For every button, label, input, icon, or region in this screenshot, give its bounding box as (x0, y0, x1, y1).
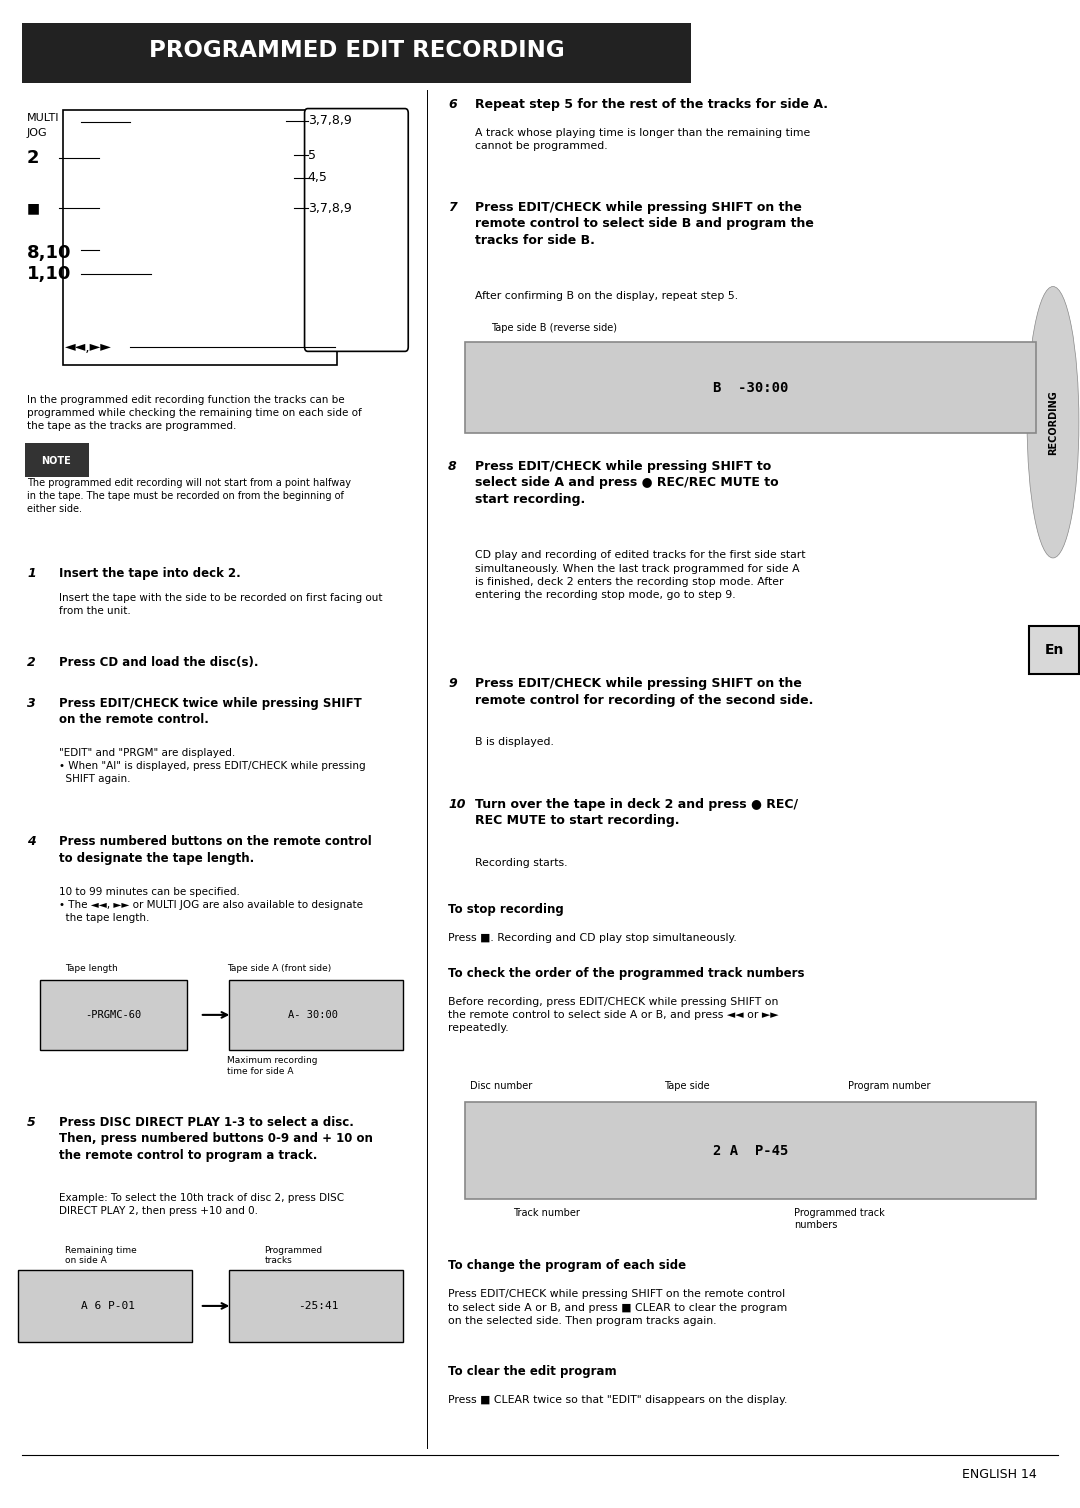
Text: ◄◄,►►: ◄◄,►► (65, 339, 111, 354)
Text: Programmed
tracks: Programmed tracks (265, 1246, 323, 1265)
Text: The programmed edit recording will not start from a point halfway
in the tape. T: The programmed edit recording will not s… (27, 478, 351, 514)
Text: Programmed track
numbers: Programmed track numbers (794, 1208, 885, 1231)
FancyBboxPatch shape (1029, 626, 1079, 674)
Text: "EDIT" and "PRGM" are displayed.
• When "AI" is displayed, press EDIT/CHECK whil: "EDIT" and "PRGM" are displayed. • When … (59, 748, 366, 784)
Text: 4: 4 (27, 835, 36, 849)
Text: To clear the edit program: To clear the edit program (448, 1365, 617, 1378)
Text: Press EDIT/CHECK while pressing SHIFT to
select side A and press ● REC/REC MUTE : Press EDIT/CHECK while pressing SHIFT to… (475, 460, 779, 507)
Text: Insert the tape into deck 2.: Insert the tape into deck 2. (59, 567, 241, 581)
Text: En: En (1044, 642, 1064, 657)
Text: Press EDIT/CHECK while pressing SHIFT on the remote control
to select side A or : Press EDIT/CHECK while pressing SHIFT on… (448, 1289, 787, 1326)
Text: -PRGMC-60: -PRGMC-60 (85, 1010, 141, 1019)
FancyBboxPatch shape (229, 1270, 403, 1342)
Text: Before recording, press EDIT/CHECK while pressing SHIFT on
the remote control to: Before recording, press EDIT/CHECK while… (448, 997, 779, 1033)
Text: PROGRAMMED EDIT RECORDING: PROGRAMMED EDIT RECORDING (149, 39, 564, 62)
Text: Press EDIT/CHECK while pressing SHIFT on the
remote control for recording of the: Press EDIT/CHECK while pressing SHIFT on… (475, 677, 813, 707)
Text: 1,10: 1,10 (27, 265, 71, 284)
FancyBboxPatch shape (22, 23, 691, 83)
Text: Maximum recording
time for side A: Maximum recording time for side A (227, 1056, 318, 1075)
Text: Example: To select the 10th track of disc 2, press DISC
DIRECT PLAY 2, then pres: Example: To select the 10th track of dis… (59, 1193, 345, 1215)
Text: NOTE: NOTE (41, 455, 71, 466)
FancyBboxPatch shape (305, 109, 408, 351)
Text: A 6 P-01: A 6 P-01 (81, 1301, 135, 1310)
Text: Press CD and load the disc(s).: Press CD and load the disc(s). (59, 656, 259, 670)
Text: Press EDIT/CHECK while pressing SHIFT on the
remote control to select side B and: Press EDIT/CHECK while pressing SHIFT on… (475, 201, 814, 247)
Text: 3,7,8,9: 3,7,8,9 (308, 202, 352, 214)
Text: Repeat step 5 for the rest of the tracks for side A.: Repeat step 5 for the rest of the tracks… (475, 98, 828, 112)
Text: ■: ■ (27, 201, 40, 216)
Text: 9: 9 (448, 677, 457, 691)
Text: 3: 3 (27, 697, 36, 710)
Text: Remaining time
on side A: Remaining time on side A (65, 1246, 136, 1265)
Text: 2 A  P-45: 2 A P-45 (713, 1143, 788, 1158)
Text: 3,7,8,9: 3,7,8,9 (308, 115, 352, 127)
Text: 10 to 99 minutes can be specified.
• The ◄◄, ►► or MULTI JOG are also available : 10 to 99 minutes can be specified. • The… (59, 887, 363, 923)
Text: Press ■ CLEAR twice so that "EDIT" disappears on the display.: Press ■ CLEAR twice so that "EDIT" disap… (448, 1395, 787, 1405)
Text: Press ■. Recording and CD play stop simultaneously.: Press ■. Recording and CD play stop simu… (448, 933, 737, 944)
Text: MULTI: MULTI (27, 113, 59, 122)
Text: 8: 8 (448, 460, 457, 474)
Text: 1: 1 (27, 567, 36, 581)
Text: JOG: JOG (27, 128, 48, 137)
Text: Program number: Program number (848, 1081, 930, 1092)
Text: 10: 10 (448, 798, 465, 811)
Text: Tape side: Tape side (664, 1081, 710, 1092)
Text: To change the program of each side: To change the program of each side (448, 1259, 686, 1273)
Text: Tape length: Tape length (65, 964, 118, 973)
Text: RECORDING: RECORDING (1048, 391, 1058, 454)
Text: 2: 2 (27, 656, 36, 670)
Text: After confirming B on the display, repeat step 5.: After confirming B on the display, repea… (475, 291, 739, 302)
Text: -25:41: -25:41 (298, 1301, 339, 1310)
Text: ENGLISH 14: ENGLISH 14 (962, 1469, 1037, 1481)
Text: Tape side A (front side): Tape side A (front side) (227, 964, 332, 973)
Text: B  -30:00: B -30:00 (713, 380, 788, 395)
Text: Track number: Track number (513, 1208, 580, 1218)
Text: Insert the tape with the side to be recorded on first facing out
from the unit.: Insert the tape with the side to be reco… (59, 593, 383, 615)
Text: 6: 6 (448, 98, 457, 112)
FancyBboxPatch shape (25, 443, 89, 477)
FancyBboxPatch shape (465, 1102, 1036, 1199)
Text: 4,5: 4,5 (308, 172, 327, 184)
Text: Press numbered buttons on the remote control
to designate the tape length.: Press numbered buttons on the remote con… (59, 835, 373, 866)
Text: 5: 5 (308, 149, 315, 161)
Text: 2: 2 (27, 149, 40, 167)
Text: Press DISC DIRECT PLAY 1-3 to select a disc.
Then, press numbered buttons 0-9 an: Press DISC DIRECT PLAY 1-3 to select a d… (59, 1116, 374, 1163)
FancyBboxPatch shape (63, 110, 337, 365)
Text: B is displayed.: B is displayed. (475, 737, 554, 748)
Text: CD play and recording of edited tracks for the first side start
simultaneously. : CD play and recording of edited tracks f… (475, 550, 806, 600)
Text: Disc number: Disc number (470, 1081, 532, 1092)
Text: Tape side B (reverse side): Tape side B (reverse side) (491, 323, 618, 333)
Text: 7: 7 (448, 201, 457, 214)
Text: A track whose playing time is longer than the remaining time
cannot be programme: A track whose playing time is longer tha… (475, 128, 810, 151)
Text: 8,10: 8,10 (27, 244, 71, 262)
FancyBboxPatch shape (229, 980, 403, 1050)
FancyBboxPatch shape (465, 342, 1036, 433)
Text: 5: 5 (27, 1116, 36, 1129)
Text: To stop recording: To stop recording (448, 903, 564, 917)
Text: Recording starts.: Recording starts. (475, 858, 568, 869)
Ellipse shape (1027, 287, 1079, 558)
Text: In the programmed edit recording function the tracks can be
programmed while che: In the programmed edit recording functio… (27, 395, 362, 431)
Text: A- 30:00: A- 30:00 (288, 1010, 338, 1019)
Text: To check the order of the programmed track numbers: To check the order of the programmed tra… (448, 967, 805, 980)
Text: Turn over the tape in deck 2 and press ● REC/
REC MUTE to start recording.: Turn over the tape in deck 2 and press ●… (475, 798, 798, 828)
Text: Press EDIT/CHECK twice while pressing SHIFT
on the remote control.: Press EDIT/CHECK twice while pressing SH… (59, 697, 362, 727)
FancyBboxPatch shape (18, 1270, 192, 1342)
FancyBboxPatch shape (40, 980, 187, 1050)
